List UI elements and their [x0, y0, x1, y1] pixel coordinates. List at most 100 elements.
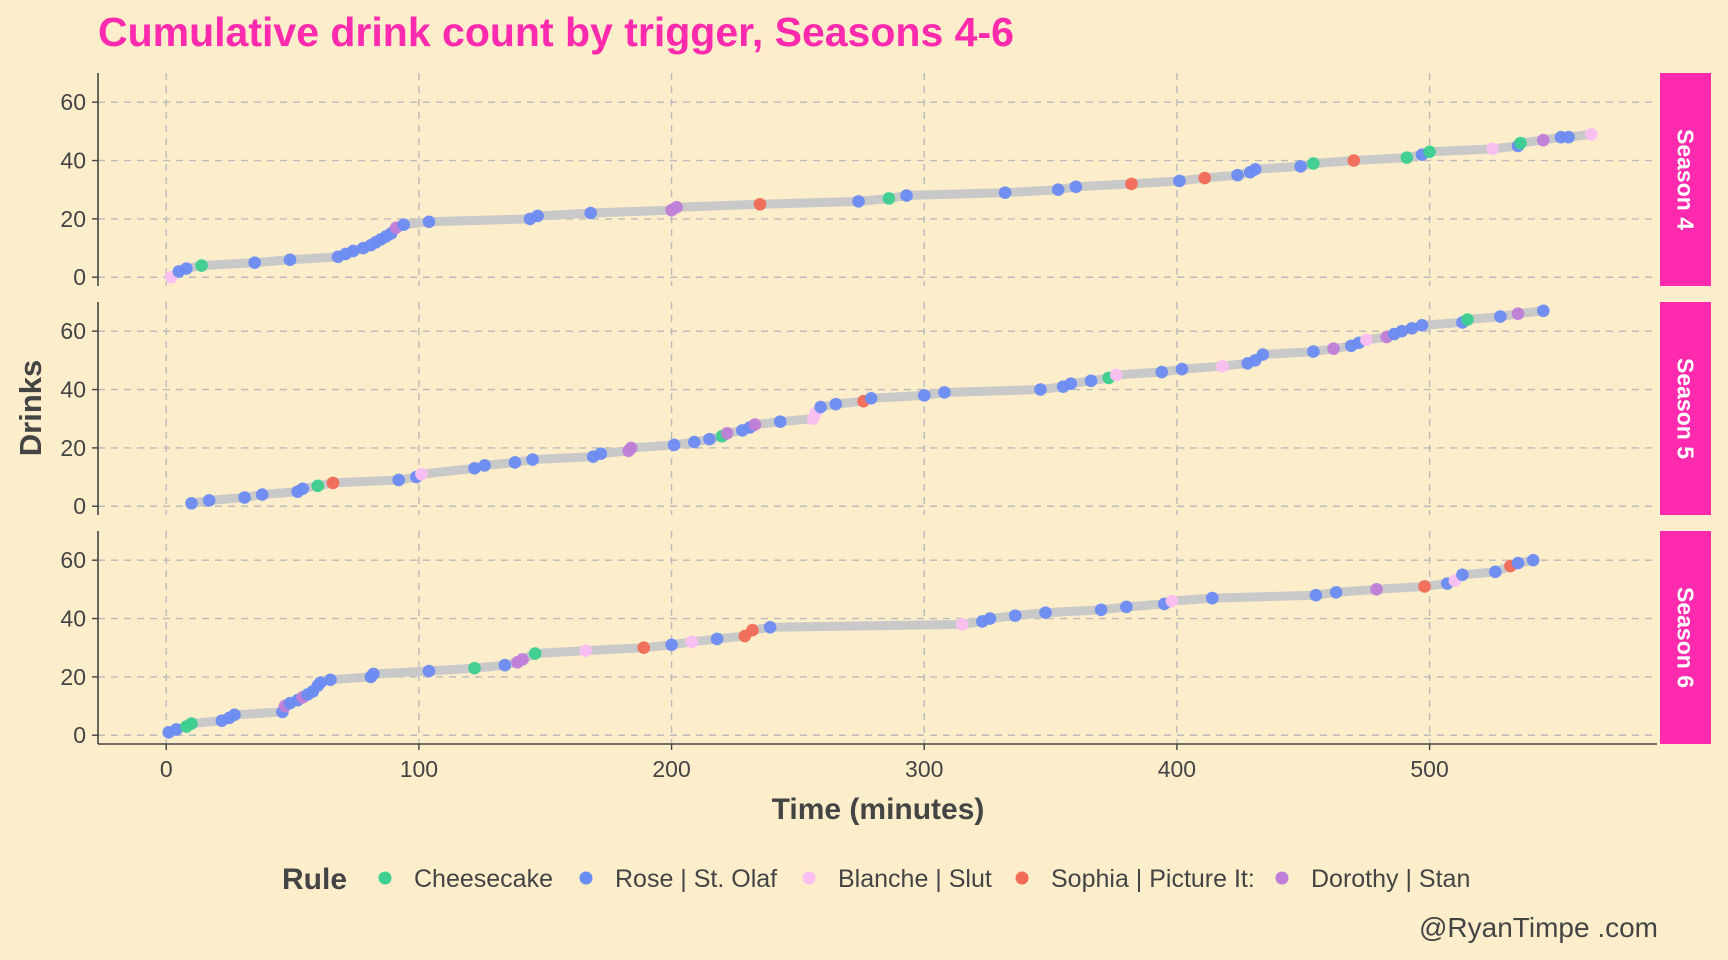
- data-point: [397, 218, 411, 232]
- data-point: [998, 186, 1012, 199]
- legend-marker: [1275, 871, 1289, 885]
- data-point: [1084, 374, 1098, 388]
- data-point: [1488, 565, 1502, 579]
- y-tick-label: 0: [73, 264, 86, 290]
- data-point: [1216, 359, 1229, 373]
- facet-strip: [1660, 302, 1711, 515]
- data-point: [324, 673, 337, 687]
- data-point: [703, 432, 716, 446]
- data-point: [746, 623, 759, 637]
- data-point: [1461, 313, 1474, 326]
- data-point: [748, 418, 762, 431]
- data-point: [238, 491, 251, 504]
- data-point: [584, 206, 598, 220]
- legend-item: Rose | St. Olaf: [579, 865, 777, 893]
- data-point: [1370, 583, 1383, 596]
- data-point: [1309, 588, 1323, 602]
- data-point: [1562, 130, 1575, 144]
- data-point: [814, 400, 827, 414]
- data-point: [829, 397, 843, 411]
- data-point: [1423, 145, 1436, 159]
- legend-label: Dorothy | Stan: [1311, 865, 1470, 893]
- data-point: [1526, 553, 1540, 567]
- y-tick-label: 60: [60, 547, 86, 573]
- y-tick-label: 0: [73, 493, 86, 519]
- data-point: [882, 192, 896, 205]
- data-point: [531, 209, 544, 223]
- legend-item: Sophia | Picture It:: [1015, 865, 1255, 893]
- data-point: [1395, 324, 1409, 338]
- legend-item: Dorothy | Stan: [1275, 865, 1470, 893]
- data-point: [667, 438, 681, 452]
- x-tick-label: 500: [1410, 756, 1448, 782]
- data-point: [864, 391, 878, 405]
- x-tick-label: 400: [1158, 756, 1196, 782]
- legend-label: Rose | St. Olaf: [615, 865, 777, 893]
- data-point: [1109, 368, 1123, 382]
- legend-items: Cheesecake Rose | St. Olaf Blanche | Slut S…: [378, 865, 1470, 893]
- data-point: [202, 494, 216, 507]
- legend: Rule Cheesecake Rose | St. Olaf Blanche | …: [282, 863, 1470, 896]
- caption: @RyanTimpe .com: [1419, 912, 1658, 943]
- x-axis-title: Time (minutes): [772, 793, 985, 826]
- data-point: [1120, 600, 1133, 614]
- data-point: [508, 456, 522, 469]
- data-point: [498, 658, 512, 672]
- data-point: [1511, 307, 1525, 320]
- legend-label: Blanche | Slut: [838, 865, 992, 893]
- data-point: [637, 641, 651, 655]
- data-point: [1360, 333, 1373, 347]
- data-point: [346, 244, 360, 258]
- data-point: [1173, 174, 1186, 188]
- data-point: [185, 717, 198, 730]
- data-point: [314, 676, 327, 690]
- legend-marker: [378, 871, 392, 885]
- data-point: [195, 259, 208, 272]
- facet-panels: 0 20 40 60 Season 4 0 20 40 60 Season 5 0 20 40 60 Sea…: [60, 73, 1711, 782]
- data-point: [1511, 556, 1525, 570]
- y-tick-label: 40: [60, 606, 86, 632]
- facet-strip-label: Season 5: [1673, 358, 1699, 459]
- data-point: [579, 644, 592, 657]
- y-tick-label: 60: [60, 318, 86, 344]
- y-axis-title: Drinks: [13, 360, 48, 456]
- data-point: [516, 653, 529, 666]
- cumulative-line: [164, 555, 1538, 737]
- facet-strip-label: Season 6: [1673, 587, 1699, 688]
- data-point: [1536, 304, 1550, 318]
- data-point: [1125, 177, 1138, 191]
- data-point: [1307, 345, 1320, 358]
- legend-item: Cheesecake: [378, 865, 553, 893]
- data-point: [392, 473, 405, 487]
- data-point: [1248, 162, 1262, 176]
- data-point: [917, 389, 931, 402]
- data-point: [422, 215, 436, 229]
- y-tick-label: 20: [60, 206, 86, 232]
- data-point: [852, 195, 865, 208]
- data-point: [1514, 136, 1527, 150]
- data-point: [1155, 365, 1169, 379]
- data-point: [753, 198, 767, 211]
- data-point: [255, 488, 269, 501]
- data-point: [1175, 362, 1189, 376]
- data-point: [528, 647, 542, 660]
- data-point: [283, 253, 297, 267]
- data-point: [1327, 342, 1340, 355]
- data-point: [900, 189, 913, 202]
- data-point: [938, 386, 951, 399]
- facet-panel: 0 20 40 60 Season 4: [60, 73, 1711, 290]
- data-point: [1094, 603, 1108, 617]
- data-point: [1034, 383, 1047, 396]
- y-tick-label: 60: [60, 89, 86, 115]
- data-point: [468, 661, 481, 675]
- data-point: [311, 479, 325, 493]
- legend-title: Rule: [282, 863, 347, 896]
- x-tick-label: 100: [400, 756, 438, 782]
- data-point: [624, 441, 638, 455]
- data-point: [1347, 154, 1361, 167]
- x-axis: 0 100 200 300 400 500: [160, 744, 1449, 782]
- data-point: [594, 447, 608, 461]
- data-point: [1198, 171, 1212, 185]
- cumulative-line: [166, 129, 1596, 282]
- data-point: [1405, 321, 1419, 335]
